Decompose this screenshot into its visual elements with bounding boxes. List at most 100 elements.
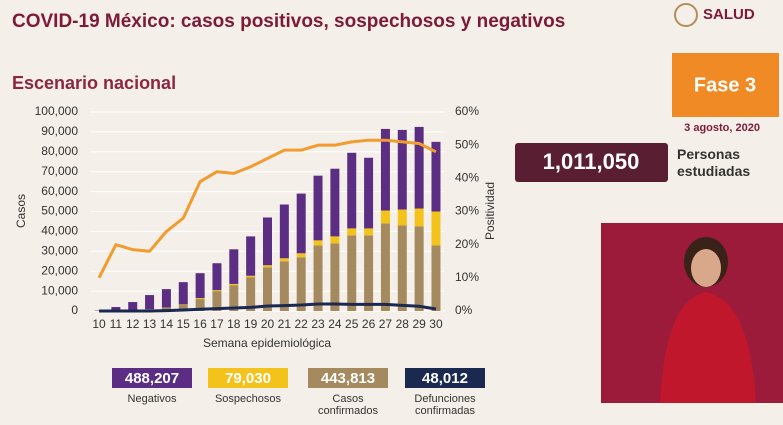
- x-tick-label: 28: [396, 317, 410, 331]
- y-tick-label: 10,000: [41, 283, 78, 297]
- bar-segment: [178, 305, 188, 311]
- legend-label: Sospechosos: [214, 393, 282, 405]
- bar-segment: [414, 208, 424, 227]
- bar-segment: [414, 226, 424, 311]
- y2-tick-label: 30%: [455, 204, 479, 218]
- bar-segment: [380, 128, 390, 211]
- bar-segment: [414, 126, 424, 209]
- total-box: 79,030: [208, 368, 288, 388]
- total-box: 443,813: [308, 368, 388, 388]
- bar-segment: [178, 282, 188, 305]
- y2-tick-label: 20%: [455, 237, 479, 251]
- bar-segment: [279, 258, 289, 262]
- bar-segment: [380, 210, 390, 224]
- legend-label: Defunciones confirmadas: [414, 393, 476, 417]
- bar-segment: [364, 157, 374, 229]
- bar-segment: [229, 285, 239, 311]
- x-tick-label: 18: [227, 317, 241, 331]
- bar-segment: [431, 141, 441, 212]
- bar-segment: [313, 245, 323, 311]
- y-tick-label: 60,000: [41, 184, 78, 198]
- x-axis-label: Semana epidemiológica: [203, 336, 331, 350]
- bar-segment: [178, 304, 188, 306]
- y2-tick-label: 0%: [455, 303, 473, 317]
- bar-segment: [263, 265, 272, 268]
- bar-segment: [195, 299, 205, 311]
- y-tick-label: 100,000: [35, 104, 79, 118]
- y-tick-label: 40,000: [41, 224, 78, 238]
- x-tick-label: 25: [345, 317, 359, 331]
- bar-segment: [397, 129, 407, 210]
- bar-segment: [212, 291, 222, 311]
- x-tick-label: 13: [143, 317, 157, 331]
- phase: Fase 3: [694, 74, 756, 96]
- bar-segment: [380, 223, 390, 311]
- y-tick-label: 30,000: [41, 243, 78, 257]
- x-tick-label: 21: [278, 317, 292, 331]
- studied-value: 1,011,050: [543, 149, 640, 174]
- bar-segment: [246, 236, 256, 276]
- bar-segment: [296, 253, 306, 258]
- x-tick-label: 16: [193, 317, 207, 331]
- x-tick-label: 19: [244, 317, 258, 331]
- bar-segment: [212, 290, 222, 292]
- line-series: [99, 302, 437, 313]
- x-tick-label: 12: [126, 317, 140, 331]
- bar-segment: [347, 152, 357, 229]
- bar-segment: [246, 275, 256, 278]
- y-tick-label: 90,000: [41, 124, 78, 138]
- y2-tick-label: 10%: [455, 270, 479, 284]
- bar-segment: [397, 225, 407, 311]
- x-tick-label: 14: [160, 317, 174, 331]
- y-axis-label: Casos: [14, 194, 28, 228]
- date: 3 agosto, 2020: [684, 122, 760, 134]
- y2-tick-label: 40%: [455, 171, 479, 185]
- x-tick-label: 17: [210, 317, 224, 331]
- bar-segment: [246, 277, 256, 311]
- x-tick-label: 24: [328, 317, 342, 331]
- bar-segment: [212, 263, 222, 291]
- bar-segment: [431, 245, 441, 311]
- bar-segment: [229, 283, 239, 286]
- x-tick-label: 15: [177, 317, 191, 331]
- title: COVID-19 México: casos positivos, sospec…: [12, 11, 565, 32]
- bar-segment: [263, 267, 272, 311]
- bar-segment: [431, 211, 441, 246]
- interpreter-body: [660, 292, 756, 403]
- total-box: 48,012: [405, 368, 485, 388]
- x-tick-label: 10: [92, 317, 106, 331]
- y-tick-label: 0: [71, 303, 78, 317]
- y2-tick-label: 50%: [455, 137, 479, 151]
- bar-segment: [111, 307, 121, 311]
- bar-segment: [347, 228, 357, 236]
- bar-segment: [330, 168, 340, 237]
- bar-segment: [279, 261, 289, 311]
- line-series: [97, 138, 437, 279]
- logo-emblem: [674, 3, 698, 27]
- phase-box: [672, 53, 779, 117]
- y2-axis-label: Positividad: [483, 182, 497, 240]
- bar-segment: [313, 175, 323, 241]
- bar-segment: [364, 228, 374, 236]
- bar-segment: [279, 204, 289, 259]
- bar-segment: [330, 243, 340, 311]
- bar-segment: [296, 193, 306, 254]
- y-tick-label: 80,000: [41, 144, 78, 158]
- x-tick-label: 29: [412, 317, 426, 331]
- legend-label: Negativos: [127, 393, 177, 405]
- legend-label: Casos confirmados: [318, 393, 378, 417]
- total-box: 488,207: [112, 368, 192, 388]
- studied-label: Personas estudiadas: [677, 146, 751, 179]
- bar-segment: [263, 217, 272, 266]
- bar-segment: [397, 209, 407, 226]
- x-tick-label: 30: [429, 317, 443, 331]
- subtitle: Escenario nacional: [12, 73, 176, 93]
- bar-segment: [195, 298, 205, 300]
- interpreter-face: [691, 249, 721, 287]
- x-tick-label: 27: [379, 317, 393, 331]
- logo: SALUD: [703, 6, 755, 23]
- bar-segment: [161, 289, 171, 308]
- bar-segment: [296, 257, 306, 311]
- x-tick-label: 26: [362, 317, 376, 331]
